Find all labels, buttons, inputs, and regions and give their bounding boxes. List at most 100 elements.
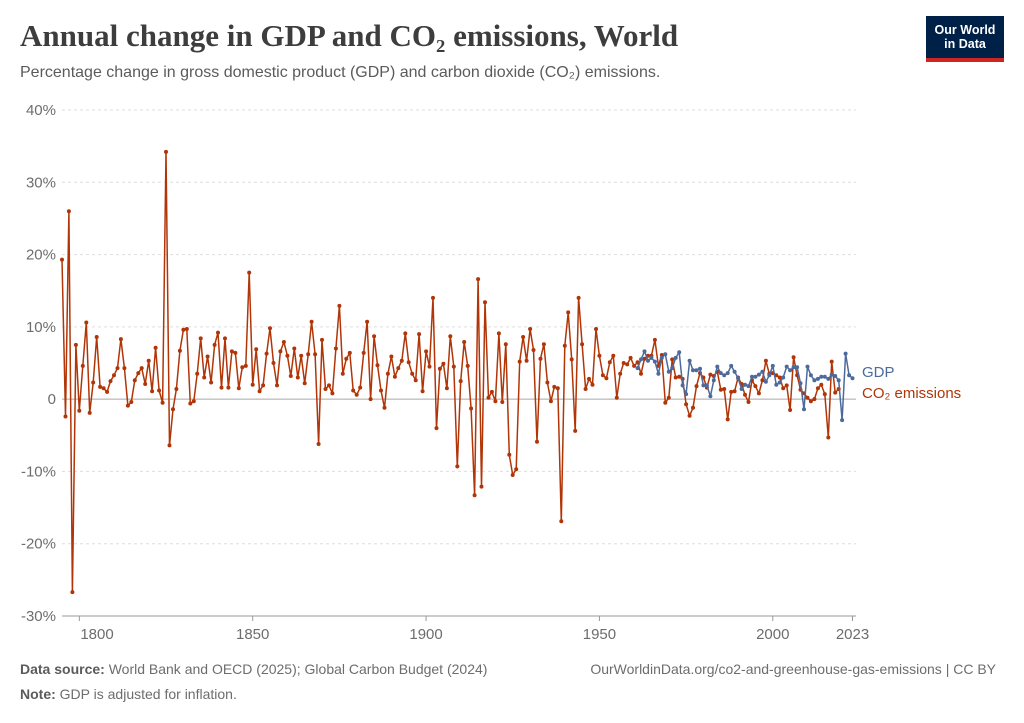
data-point-co2 — [410, 371, 415, 376]
data-point-gdp — [812, 378, 817, 383]
data-point-gdp — [843, 351, 848, 356]
data-point-gdp — [694, 368, 699, 373]
data-point-gdp — [850, 376, 855, 381]
data-point-gdp — [701, 383, 706, 388]
data-point-co2 — [382, 405, 387, 410]
data-point-co2 — [313, 352, 318, 357]
data-point-co2 — [379, 388, 383, 393]
data-point-co2 — [153, 345, 158, 350]
data-point-co2 — [642, 356, 647, 361]
data-point-co2 — [718, 387, 723, 392]
data-point-co2 — [458, 379, 463, 384]
data-point-co2 — [351, 388, 356, 393]
data-point-co2 — [275, 383, 279, 388]
data-point-co2 — [73, 342, 78, 347]
data-point-co2 — [361, 350, 366, 355]
data-point-co2 — [448, 334, 453, 339]
data-point-co2 — [451, 364, 456, 369]
data-point-gdp — [791, 365, 796, 370]
y-tick-label: 20% — [26, 247, 56, 264]
data-point-gdp — [781, 375, 786, 380]
data-point-gdp — [646, 358, 650, 363]
data-point-gdp — [687, 358, 692, 363]
data-point-co2 — [108, 379, 113, 384]
data-point-co2 — [306, 352, 311, 357]
data-point-co2 — [725, 417, 730, 422]
line-chart: -30% -20% -10% 0 10% 20% 30% 40% 1800 1850 1900 195… — [21, 102, 961, 640]
data-point-co2 — [580, 342, 585, 347]
axis-layer: -30% -20% -10% 0 10% 20% 30% 40% 1800 1850 1900 195… — [21, 102, 869, 640]
data-point-gdp — [729, 363, 734, 368]
data-point-gdp — [822, 374, 827, 379]
data-point-co2 — [812, 397, 817, 402]
data-point-co2 — [805, 395, 810, 400]
data-point-co2 — [122, 366, 127, 371]
data-point-co2 — [576, 295, 581, 300]
data-point-co2 — [160, 400, 165, 405]
data-point-co2 — [181, 327, 186, 332]
data-point-gdp — [680, 383, 685, 388]
data-point-co2 — [621, 361, 626, 365]
data-point-co2 — [472, 493, 477, 498]
data-point-co2 — [337, 303, 342, 308]
data-point-co2 — [833, 390, 838, 395]
y-tick-label: -10% — [21, 463, 56, 480]
data-point-co2 — [562, 343, 567, 348]
data-point-co2 — [628, 355, 633, 360]
data-point-gdp — [777, 380, 782, 385]
data-point-co2 — [223, 336, 227, 341]
data-point-co2 — [271, 361, 276, 365]
footer-url[interactable]: OurWorldinData.org/co2-and-greenhouse-ga… — [590, 661, 996, 677]
data-point-gdp — [684, 392, 689, 397]
owid-logo[interactable]: Our World in Data — [926, 16, 1004, 62]
data-point-co2 — [694, 384, 699, 389]
data-point-co2 — [777, 375, 782, 380]
data-point-co2 — [583, 387, 588, 391]
data-point-co2 — [489, 389, 494, 394]
data-point-co2 — [150, 389, 155, 394]
data-point-co2 — [132, 378, 137, 383]
footer-source: Data source: World Bank and OECD (2025);… — [20, 661, 487, 677]
data-point-co2 — [548, 399, 553, 404]
data-point-gdp — [704, 383, 709, 388]
data-point-co2 — [462, 340, 467, 344]
data-point-co2 — [763, 358, 768, 363]
data-point-co2 — [687, 413, 692, 418]
data-point-gdp — [753, 374, 758, 379]
data-point-co2 — [236, 386, 241, 391]
grid-layer — [62, 109, 856, 617]
data-point-gdp — [805, 364, 810, 369]
data-point-co2 — [559, 519, 564, 524]
data-point-co2 — [285, 353, 290, 358]
data-point-gdp — [760, 369, 765, 374]
data-point-co2 — [316, 442, 321, 446]
data-point-gdp — [670, 366, 675, 371]
data-point-co2 — [541, 342, 546, 347]
data-point-co2 — [94, 335, 99, 339]
data-point-co2 — [323, 387, 328, 391]
data-point-co2 — [112, 373, 116, 378]
data-point-co2 — [815, 386, 820, 391]
data-point-co2 — [524, 358, 529, 363]
data-point-co2 — [618, 371, 623, 376]
legend-label-gdp: GDP — [862, 364, 895, 381]
data-point-co2 — [600, 373, 605, 378]
data-point-co2 — [444, 386, 449, 391]
data-point-co2 — [254, 347, 259, 352]
data-point-co2 — [70, 590, 75, 595]
data-point-co2 — [639, 371, 643, 376]
data-point-co2 — [510, 473, 515, 477]
data-point-co2 — [63, 414, 68, 419]
data-point-co2 — [677, 374, 682, 379]
data-point-gdp — [635, 366, 640, 371]
data-point-co2 — [264, 351, 269, 356]
data-point-co2 — [333, 346, 338, 351]
data-point-gdp — [815, 376, 820, 381]
data-point-co2 — [531, 348, 536, 352]
data-point-co2 — [295, 375, 300, 380]
data-point-gdp — [698, 366, 702, 371]
data-point-co2 — [365, 319, 370, 324]
data-point-co2 — [666, 395, 671, 400]
data-point-co2 — [105, 389, 110, 394]
footer-note: Note: GDP is adjusted for inflation. — [20, 686, 237, 702]
